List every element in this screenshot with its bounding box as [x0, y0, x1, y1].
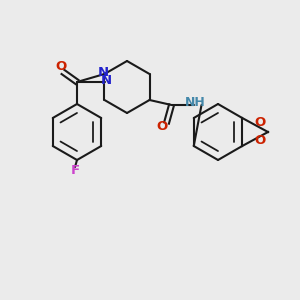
Text: N: N	[100, 74, 112, 88]
Text: O: O	[254, 116, 266, 130]
Text: F: F	[70, 164, 80, 176]
Text: O: O	[56, 59, 67, 73]
Text: NH: NH	[185, 97, 206, 110]
Text: O: O	[156, 119, 167, 133]
Text: N: N	[98, 65, 109, 79]
Text: O: O	[254, 134, 266, 148]
